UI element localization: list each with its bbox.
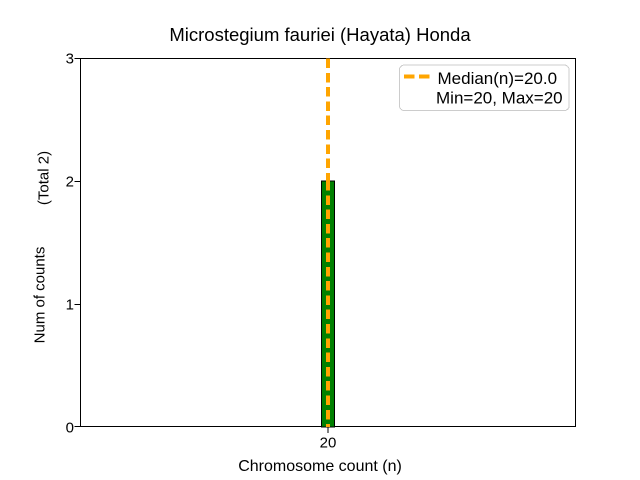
svg-text:Min=20, Max=20: Min=20, Max=20 [436,89,563,108]
svg-text:2: 2 [66,174,74,191]
svg-text:Median(n)=20.0: Median(n)=20.0 [438,69,558,88]
svg-text:1: 1 [66,297,74,314]
svg-text:20: 20 [320,435,337,452]
svg-text:0: 0 [66,420,74,437]
svg-text:3: 3 [66,51,74,68]
